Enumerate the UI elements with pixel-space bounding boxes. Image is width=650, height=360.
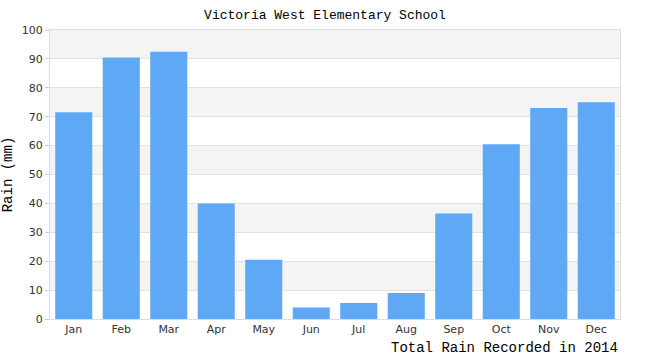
svg-text:20: 20 bbox=[29, 255, 43, 268]
svg-text:70: 70 bbox=[29, 111, 43, 124]
svg-text:Sep: Sep bbox=[443, 323, 464, 336]
svg-text:Aug: Aug bbox=[396, 323, 417, 336]
svg-text:80: 80 bbox=[29, 82, 43, 95]
svg-text:Apr: Apr bbox=[207, 323, 227, 336]
svg-text:Jun: Jun bbox=[302, 323, 320, 336]
svg-text:Nov: Nov bbox=[538, 323, 560, 336]
svg-text:30: 30 bbox=[29, 226, 43, 239]
svg-text:Oct: Oct bbox=[492, 323, 512, 336]
svg-text:90: 90 bbox=[29, 53, 43, 66]
svg-text:100: 100 bbox=[22, 24, 43, 37]
svg-text:May: May bbox=[252, 323, 275, 336]
svg-text:Feb: Feb bbox=[112, 323, 131, 336]
svg-text:Total Rain Recorded in 2014: Total Rain Recorded in 2014 bbox=[391, 340, 618, 356]
svg-text:10: 10 bbox=[29, 284, 43, 297]
svg-text:50: 50 bbox=[29, 168, 43, 181]
svg-text:Jul: Jul bbox=[351, 323, 365, 336]
svg-text:Victoria West Elementary Schoo: Victoria West Elementary School bbox=[204, 8, 446, 23]
svg-text:Mar: Mar bbox=[158, 323, 179, 336]
svg-text:Dec: Dec bbox=[586, 323, 607, 336]
svg-text:40: 40 bbox=[29, 197, 43, 210]
svg-text:0: 0 bbox=[36, 313, 43, 326]
svg-text:Jan: Jan bbox=[64, 323, 82, 336]
svg-text:60: 60 bbox=[29, 139, 43, 152]
svg-text:Rain (mm): Rain (mm) bbox=[0, 137, 16, 213]
